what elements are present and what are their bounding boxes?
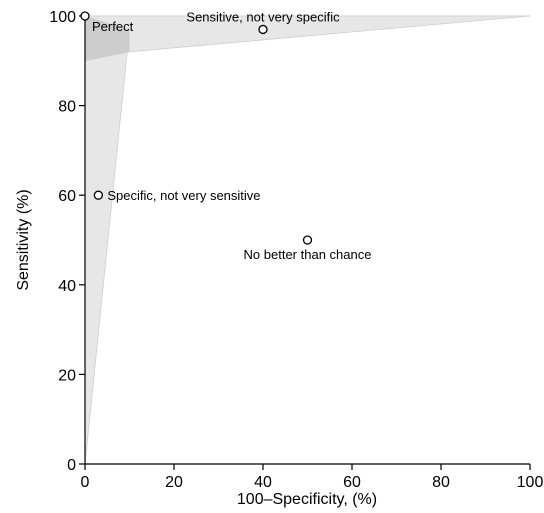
y-tick-label-4: 80: [58, 99, 76, 116]
y-tick-label-3: 60: [58, 188, 76, 205]
x-tick-label-0: 0: [81, 474, 90, 491]
data-point-2: [93, 190, 103, 200]
y-tick-label-1: 20: [58, 367, 76, 384]
x-tick-label-1: 20: [165, 474, 183, 491]
y-tick-label-0: 0: [67, 457, 76, 474]
y-axis-title: Sensitivity (%): [15, 189, 32, 290]
data-point-1: [258, 24, 268, 35]
x-axis-title: 100–Specificity, (%): [237, 491, 377, 508]
x-tick-label-3: 60: [343, 474, 361, 491]
y-tick-label-5: 100: [49, 9, 76, 26]
x-ticks: 0 20 40 60 80 100: [81, 464, 544, 491]
point-label-0: Perfect: [92, 19, 134, 34]
point-labels: Perfect Sensitive, not very specific Speci…: [92, 9, 371, 262]
point-label-1: Sensitive, not very specific: [186, 9, 340, 24]
data-point-3: [302, 235, 313, 245]
data-point-0: [80, 11, 90, 21]
y-ticks: 0 20 40 60 80 100: [49, 9, 85, 474]
shaded-region-dark-2: [85, 16, 130, 61]
x-tick-label-5: 100: [517, 474, 544, 491]
y-tick-label-2: 40: [58, 278, 76, 295]
data-points: [80, 11, 313, 245]
axes: [84, 16, 530, 465]
x-tick-label-2: 40: [254, 474, 272, 491]
x-tick-label-4: 80: [432, 474, 450, 491]
point-label-2: Specific, not very sensitive: [107, 188, 260, 203]
point-label-3: No better than chance: [244, 247, 372, 262]
